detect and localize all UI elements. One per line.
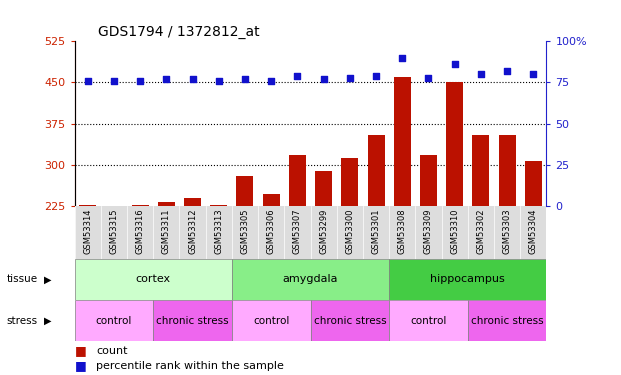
Text: GSM53301: GSM53301 <box>371 209 381 254</box>
Bar <box>499 135 515 206</box>
Bar <box>75 300 153 341</box>
Point <box>214 78 224 84</box>
Text: chronic stress: chronic stress <box>156 316 229 326</box>
Text: cortex: cortex <box>135 274 171 284</box>
Bar <box>158 202 175 206</box>
Point <box>371 73 381 79</box>
Text: percentile rank within the sample: percentile rank within the sample <box>96 361 284 370</box>
Bar <box>315 171 332 206</box>
Point <box>397 55 407 61</box>
Bar <box>263 194 279 206</box>
Bar <box>75 259 232 300</box>
Point <box>319 76 329 82</box>
Point <box>345 75 355 81</box>
Point <box>476 71 486 77</box>
Text: GSM53302: GSM53302 <box>476 209 486 254</box>
Text: GSM53312: GSM53312 <box>188 209 197 254</box>
Bar <box>468 300 546 341</box>
Bar <box>184 198 201 206</box>
Bar <box>232 300 310 341</box>
Text: hippocampus: hippocampus <box>430 274 505 284</box>
Point <box>266 78 276 84</box>
Text: tissue: tissue <box>6 274 37 284</box>
Text: GSM53299: GSM53299 <box>319 209 328 254</box>
Point <box>109 78 119 84</box>
Text: ▶: ▶ <box>43 316 51 326</box>
Text: GSM53316: GSM53316 <box>135 209 145 255</box>
Point <box>292 73 302 79</box>
Text: GSM53307: GSM53307 <box>293 209 302 255</box>
Text: GSM53300: GSM53300 <box>345 209 355 254</box>
Bar <box>237 176 253 206</box>
Bar <box>389 300 468 341</box>
Text: GSM53310: GSM53310 <box>450 209 459 254</box>
Bar <box>310 300 389 341</box>
Text: amygdala: amygdala <box>283 274 338 284</box>
Text: ■: ■ <box>75 344 86 357</box>
Bar <box>153 300 232 341</box>
Text: ▶: ▶ <box>43 274 51 284</box>
Text: GSM53306: GSM53306 <box>266 209 276 255</box>
Bar <box>420 155 437 206</box>
Bar <box>289 155 306 206</box>
Text: GSM53311: GSM53311 <box>162 209 171 254</box>
Bar <box>525 160 542 206</box>
Bar <box>394 77 411 206</box>
Text: stress: stress <box>6 316 37 326</box>
Bar <box>389 259 546 300</box>
Text: count: count <box>96 346 128 355</box>
Text: GSM53308: GSM53308 <box>398 209 407 255</box>
Text: GSM53314: GSM53314 <box>83 209 92 254</box>
Text: control: control <box>96 316 132 326</box>
Bar <box>473 135 489 206</box>
Bar <box>132 205 148 206</box>
Text: GSM53303: GSM53303 <box>502 209 512 255</box>
Text: GSM53304: GSM53304 <box>529 209 538 254</box>
Text: GSM53313: GSM53313 <box>214 209 223 255</box>
Point <box>502 68 512 74</box>
Point <box>450 62 460 68</box>
Point <box>188 76 197 82</box>
Text: chronic stress: chronic stress <box>471 316 543 326</box>
Point <box>83 78 93 84</box>
Text: ■: ■ <box>75 359 86 372</box>
Point <box>240 76 250 82</box>
Text: control: control <box>410 316 446 326</box>
Text: control: control <box>253 316 289 326</box>
Point <box>528 71 538 77</box>
Text: GSM53309: GSM53309 <box>424 209 433 254</box>
Bar <box>368 135 384 206</box>
Bar <box>446 82 463 206</box>
Text: GSM53315: GSM53315 <box>109 209 119 254</box>
Text: chronic stress: chronic stress <box>314 316 386 326</box>
Text: GSM53305: GSM53305 <box>240 209 250 254</box>
Bar <box>79 205 96 206</box>
Bar <box>342 158 358 206</box>
Point <box>161 76 171 82</box>
Point <box>424 75 433 81</box>
Bar <box>210 205 227 206</box>
Text: GDS1794 / 1372812_at: GDS1794 / 1372812_at <box>98 25 260 39</box>
Bar <box>232 259 389 300</box>
Point <box>135 78 145 84</box>
